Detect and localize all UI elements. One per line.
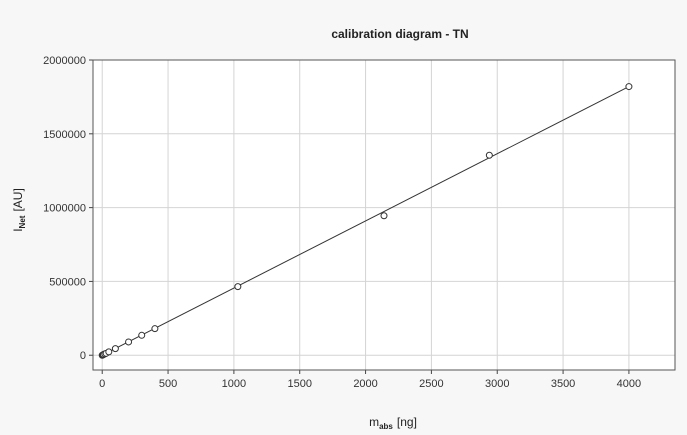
y-axis-label-main: I <box>11 228 25 231</box>
x-tick-label: 4000 <box>617 378 641 390</box>
y-axis-label: INet [AU] <box>11 188 27 232</box>
data-point <box>105 348 113 356</box>
x-axis-label-main: m <box>369 415 379 429</box>
y-tick-label: 2000000 <box>43 55 86 67</box>
x-axis-label: mabs [ng] <box>369 415 417 431</box>
data-point <box>111 345 119 353</box>
data-point <box>380 212 388 220</box>
y-tick-label: 0 <box>80 350 86 362</box>
fit-line <box>101 86 630 356</box>
y-tick-label: 500000 <box>49 276 86 288</box>
data-point <box>125 338 133 346</box>
x-tick-label: 1500 <box>287 378 311 390</box>
plot-frame <box>92 59 676 371</box>
x-axis-label-unit: [ng] <box>397 415 417 429</box>
data-point <box>234 283 242 291</box>
x-tick-label: 500 <box>159 378 177 390</box>
y-axis-label-unit: [AU] <box>11 188 25 211</box>
x-tick-label: 3500 <box>551 378 575 390</box>
chart-title: calibration diagram - TN <box>331 27 468 41</box>
x-axis-label-sub: abs <box>379 422 393 431</box>
x-tick-label: 1000 <box>222 378 246 390</box>
data-point <box>485 151 493 159</box>
x-tick-label: 0 <box>99 378 105 390</box>
y-tick-label: 1000000 <box>43 203 86 215</box>
y-axis-label-sub: Net <box>18 215 27 228</box>
data-point <box>625 83 633 91</box>
data-point <box>138 331 146 339</box>
x-tick-label: 2500 <box>419 378 443 390</box>
x-tick-label: 2000 <box>353 378 377 390</box>
x-tick-label: 3000 <box>485 378 509 390</box>
plot-area: 0 500 1000 1500 2000 2500 3000 3500 4000 0 500000 1… <box>43 55 676 390</box>
y-tick-label: 1500000 <box>43 129 86 141</box>
data-point <box>151 325 159 333</box>
